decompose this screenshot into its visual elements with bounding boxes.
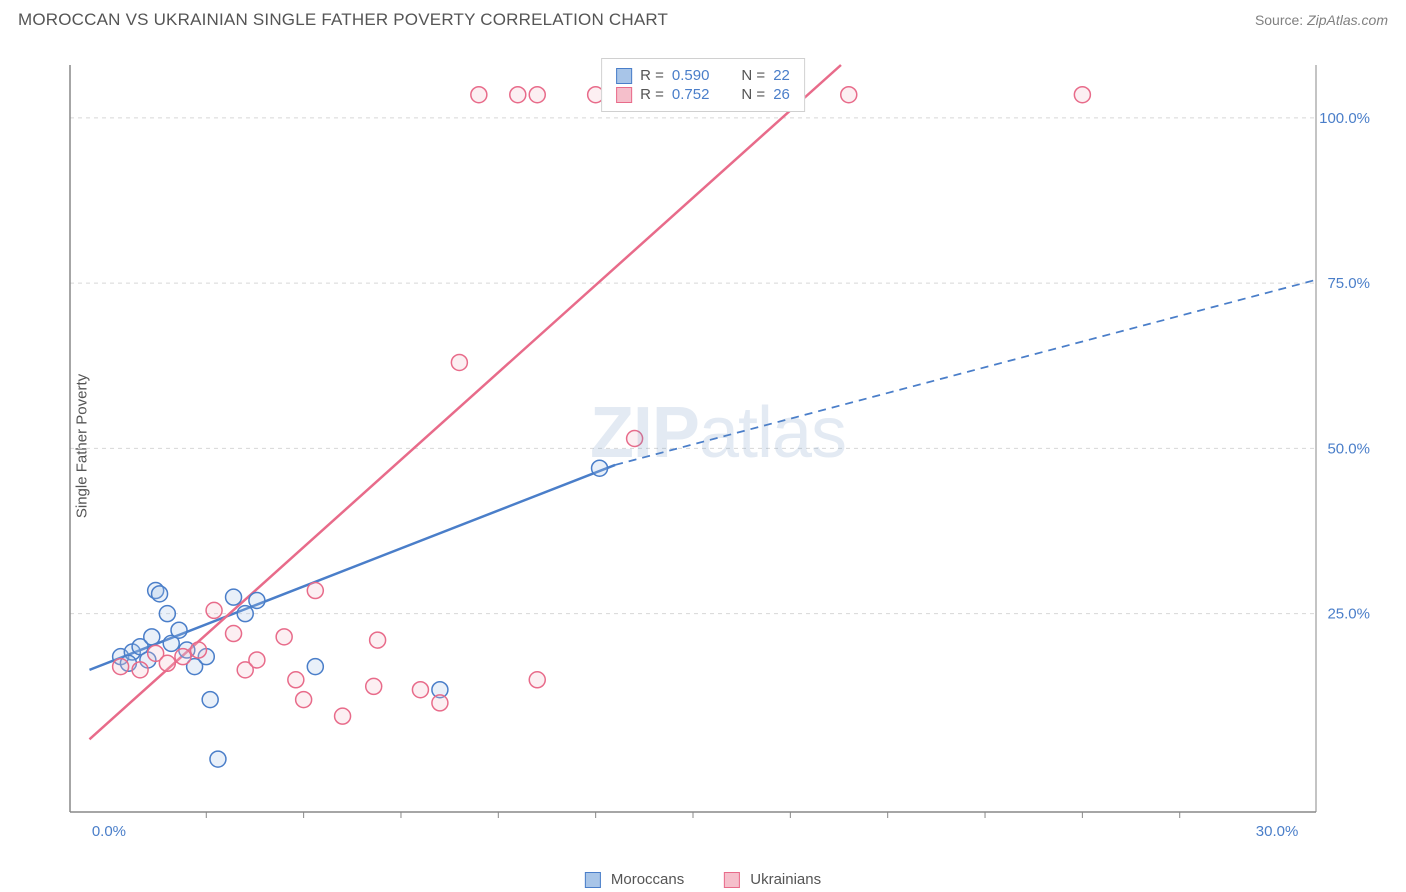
n-value: 22 xyxy=(773,67,790,84)
data-point-ukrainians xyxy=(366,678,382,694)
data-point-ukrainians xyxy=(451,354,467,370)
legend-series-item: Moroccans xyxy=(585,871,684,888)
data-point-ukrainians xyxy=(841,87,857,103)
trend-line-ukrainians xyxy=(89,65,840,739)
data-point-ukrainians xyxy=(432,695,448,711)
legend-correlation-row: R = 0.590 N = 22 xyxy=(616,67,790,84)
legend-correlation: R = 0.590 N = 22 R = 0.752 N = 26 xyxy=(601,58,805,112)
chart-source: Source: ZipAtlas.com xyxy=(1255,12,1388,28)
n-label: N = xyxy=(741,86,765,103)
y-tick-label: 50.0% xyxy=(1327,440,1370,457)
n-label: N = xyxy=(741,67,765,84)
x-tick-label: 0.0% xyxy=(92,823,126,840)
data-point-moroccans xyxy=(144,629,160,645)
y-tick-label: 75.0% xyxy=(1327,275,1370,292)
data-point-ukrainians xyxy=(370,632,386,648)
data-point-ukrainians xyxy=(113,659,129,675)
data-point-ukrainians xyxy=(159,655,175,671)
legend-swatch xyxy=(616,68,632,84)
y-tick-label: 100.0% xyxy=(1319,110,1370,127)
legend-swatch xyxy=(585,872,601,888)
data-point-ukrainians xyxy=(206,602,222,618)
data-point-moroccans xyxy=(152,586,168,602)
legend-series-item: Ukrainians xyxy=(724,871,821,888)
r-label: R = xyxy=(640,67,664,84)
legend-swatch xyxy=(616,87,632,103)
r-label: R = xyxy=(640,86,664,103)
data-point-moroccans xyxy=(226,589,242,605)
legend-correlation-row: R = 0.752 N = 26 xyxy=(616,86,790,103)
legend-swatch xyxy=(724,872,740,888)
data-point-ukrainians xyxy=(249,652,265,668)
data-point-ukrainians xyxy=(529,672,545,688)
data-point-ukrainians xyxy=(529,87,545,103)
trend-extrapolation-moroccans xyxy=(615,280,1316,465)
data-point-ukrainians xyxy=(307,583,323,599)
legend-series-label: Moroccans xyxy=(611,871,684,888)
data-point-ukrainians xyxy=(296,692,312,708)
data-point-ukrainians xyxy=(627,431,643,447)
data-point-ukrainians xyxy=(510,87,526,103)
legend-series-label: Ukrainians xyxy=(750,871,821,888)
data-point-ukrainians xyxy=(335,708,351,724)
data-point-moroccans xyxy=(237,606,253,622)
data-point-ukrainians xyxy=(276,629,292,645)
data-point-moroccans xyxy=(159,606,175,622)
data-point-moroccans xyxy=(307,659,323,675)
data-point-moroccans xyxy=(171,622,187,638)
data-point-moroccans xyxy=(210,751,226,767)
data-point-ukrainians xyxy=(132,662,148,678)
x-tick-label: 30.0% xyxy=(1256,823,1299,840)
r-value: 0.590 xyxy=(672,67,710,84)
data-point-ukrainians xyxy=(1074,87,1090,103)
n-value: 26 xyxy=(773,86,790,103)
data-point-ukrainians xyxy=(412,682,428,698)
r-value: 0.752 xyxy=(672,86,710,103)
data-point-ukrainians xyxy=(226,626,242,642)
source-value: ZipAtlas.com xyxy=(1307,12,1388,28)
data-point-ukrainians xyxy=(471,87,487,103)
data-point-ukrainians xyxy=(190,642,206,658)
data-point-moroccans xyxy=(592,460,608,476)
chart-title: MOROCCAN VS UKRAINIAN SINGLE FATHER POVE… xyxy=(18,10,668,30)
data-point-ukrainians xyxy=(175,649,191,665)
y-tick-label: 25.0% xyxy=(1327,606,1370,623)
legend-series: Moroccans Ukrainians xyxy=(585,871,821,888)
data-point-moroccans xyxy=(202,692,218,708)
plot-area: 25.0%50.0%75.0%100.0%0.0%30.0% ZIPatlas xyxy=(60,55,1376,842)
chart-header: MOROCCAN VS UKRAINIAN SINGLE FATHER POVE… xyxy=(0,0,1406,40)
data-point-ukrainians xyxy=(288,672,304,688)
scatter-chart: 25.0% 50.0% 75.0% 100.0% 0.0% 30.0% xyxy=(60,55,1376,842)
data-point-moroccans xyxy=(249,592,265,608)
source-label: Source: xyxy=(1255,12,1303,28)
